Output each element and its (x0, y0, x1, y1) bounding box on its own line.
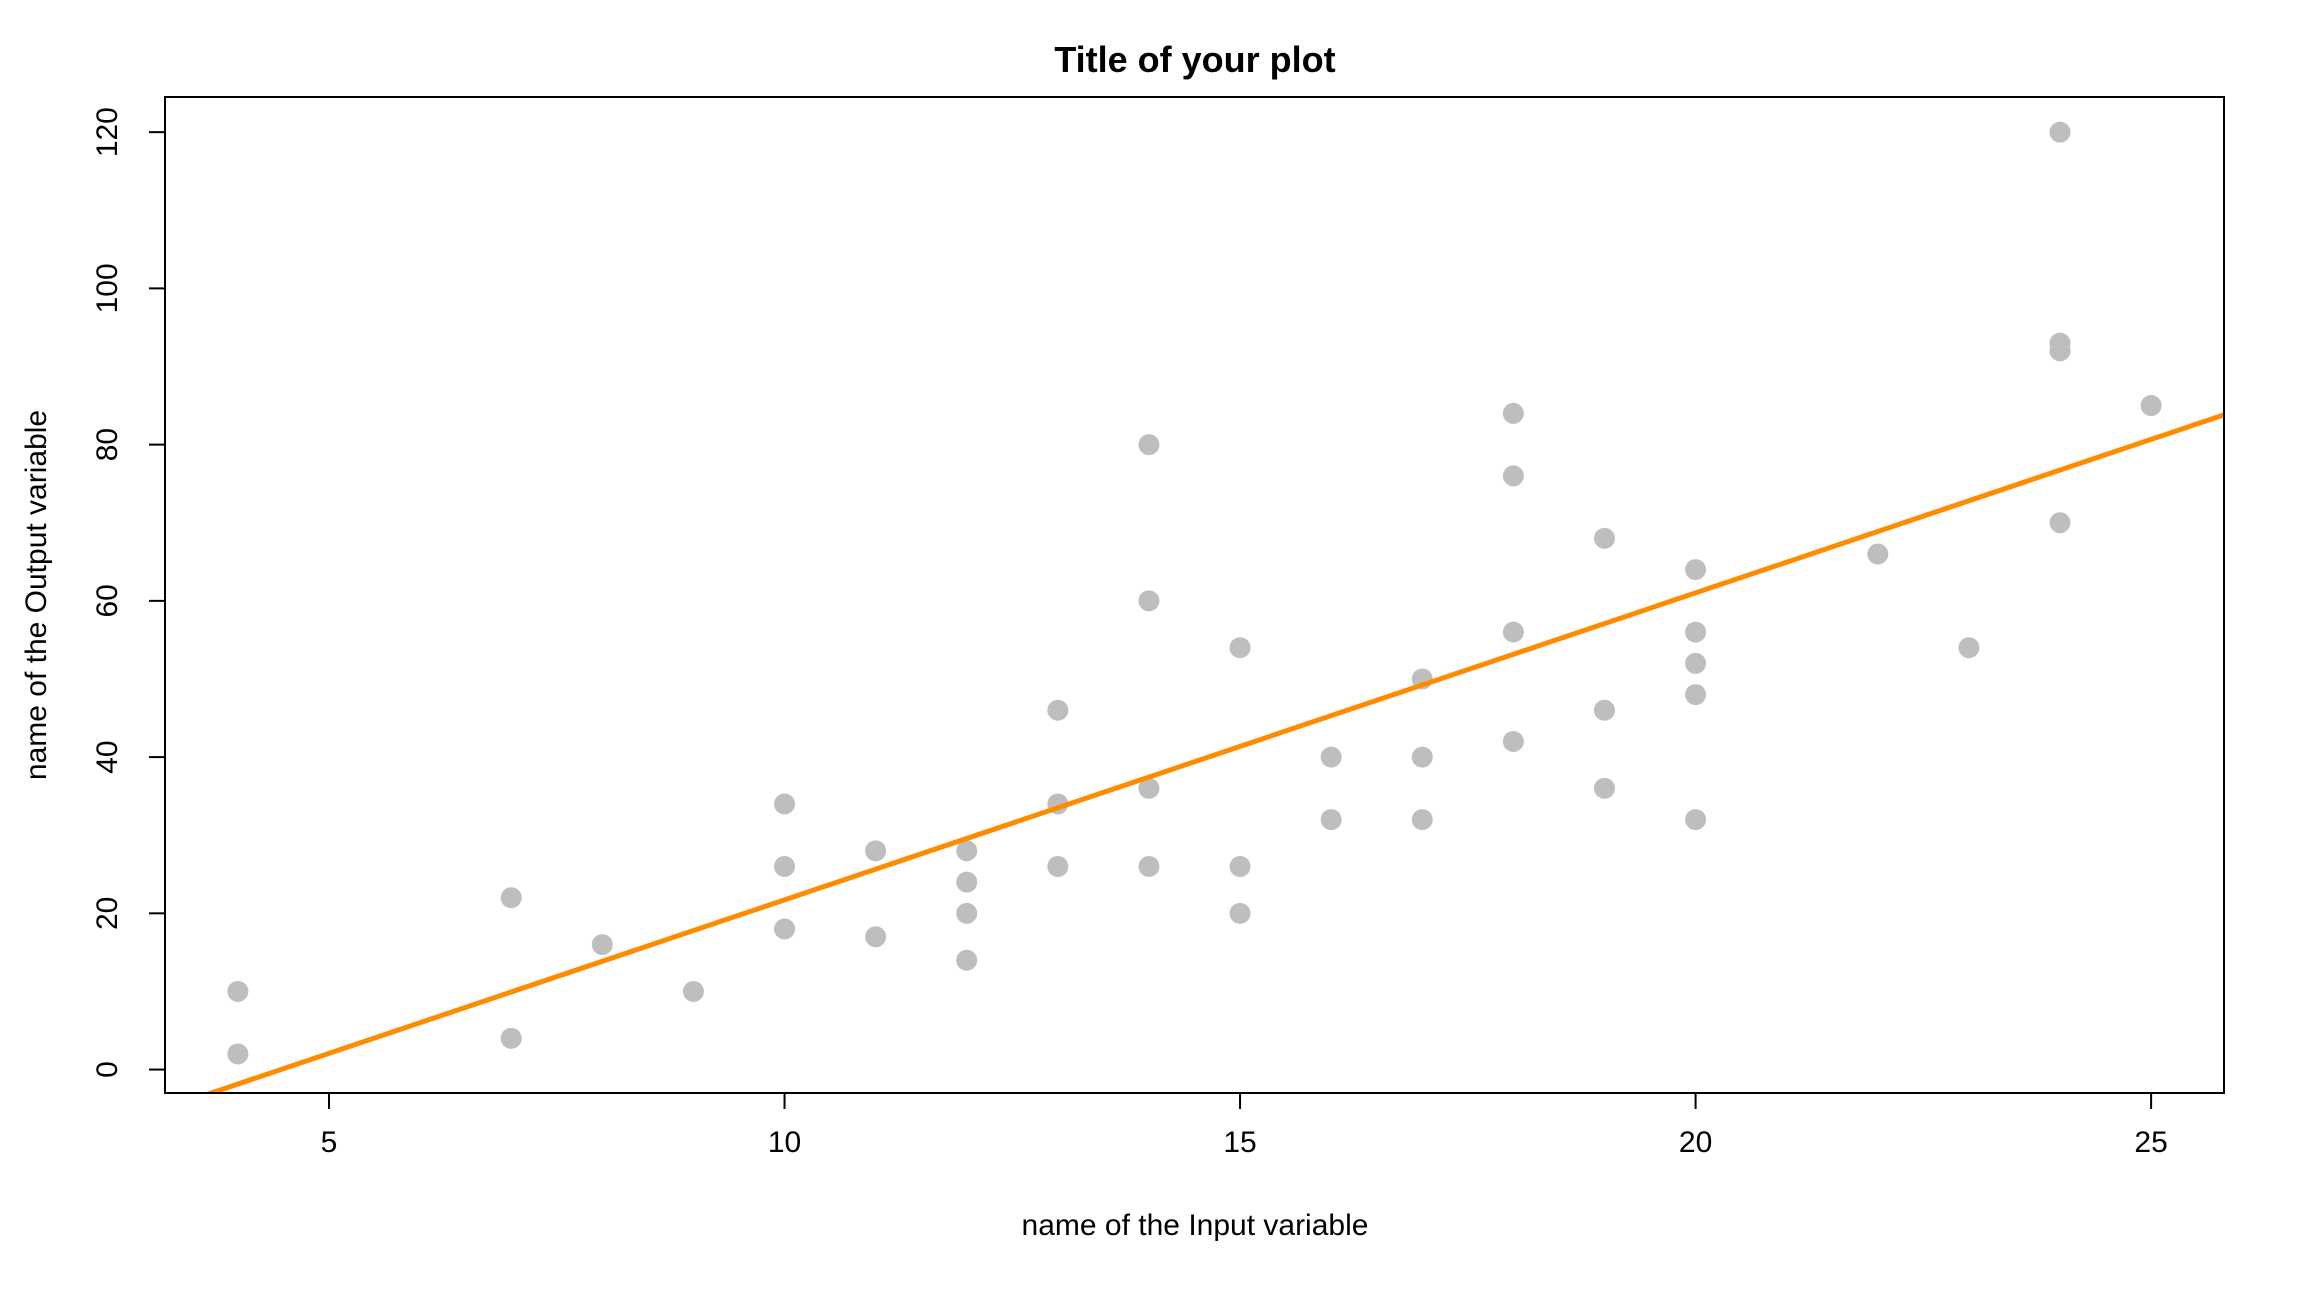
data-point (956, 902, 978, 924)
data-point (1867, 543, 1889, 565)
data-point (1411, 809, 1433, 831)
data-point (1685, 684, 1707, 706)
data-point (1411, 746, 1433, 768)
data-point (865, 926, 887, 948)
data-point (956, 871, 978, 893)
plot-frame (164, 96, 2225, 1094)
data-point (591, 934, 613, 956)
data-point (774, 793, 796, 815)
x-tick-label: 5 (321, 1126, 338, 1159)
x-axis-label: name of the Input variable (1022, 1209, 1369, 1242)
y-tick-label: 120 (91, 107, 124, 157)
data-point (1229, 855, 1251, 877)
data-point (1685, 809, 1707, 831)
y-tick-label: 80 (91, 428, 124, 461)
y-tick-label: 100 (91, 263, 124, 313)
y-axis-label: name of the Output variable (20, 410, 53, 780)
data-point (1320, 746, 1342, 768)
x-tick-label: 25 (2134, 1126, 2167, 1159)
data-point (1138, 777, 1160, 799)
data-point (774, 855, 796, 877)
y-tick-label: 20 (91, 897, 124, 930)
data-point (1502, 621, 1524, 643)
chart-title: Title of your plot (1054, 39, 1335, 80)
data-point (1593, 699, 1615, 721)
data-point (1593, 777, 1615, 799)
data-point (956, 840, 978, 862)
data-point (774, 918, 796, 940)
data-point (2049, 332, 2071, 354)
data-point (1685, 559, 1707, 581)
data-point (1138, 855, 1160, 877)
data-point (865, 840, 887, 862)
y-tick-label: 40 (91, 740, 124, 773)
x-tick-label: 20 (1679, 1126, 1712, 1159)
data-point (1593, 527, 1615, 549)
plot-marks (203, 121, 2224, 1093)
data-point (1502, 402, 1524, 424)
y-tick-label: 60 (91, 584, 124, 617)
data-point (1047, 855, 1069, 877)
data-point (2049, 512, 2071, 534)
data-point (2049, 121, 2071, 143)
regression-line (203, 412, 2224, 1093)
data-point (1138, 434, 1160, 456)
data-point (1502, 465, 1524, 487)
data-point (682, 980, 704, 1002)
data-point (500, 1027, 522, 1049)
data-point (1685, 621, 1707, 643)
data-point (956, 949, 978, 971)
data-point (2140, 395, 2162, 417)
axes: 5 10 15 20 25 0 20 40 60 80 100 120 (91, 96, 2225, 1159)
data-point (227, 980, 249, 1002)
data-point (1320, 809, 1342, 831)
data-point (1685, 652, 1707, 674)
data-point (1229, 637, 1251, 659)
data-point (500, 887, 522, 909)
x-tick-label: 15 (1223, 1126, 1256, 1159)
data-point (1229, 902, 1251, 924)
y-tick-label: 0 (91, 1061, 124, 1078)
data-point (227, 1043, 249, 1065)
data-point (1138, 590, 1160, 612)
data-point (1047, 699, 1069, 721)
data-point (1958, 637, 1980, 659)
data-point (1502, 730, 1524, 752)
x-tick-label: 10 (768, 1126, 801, 1159)
